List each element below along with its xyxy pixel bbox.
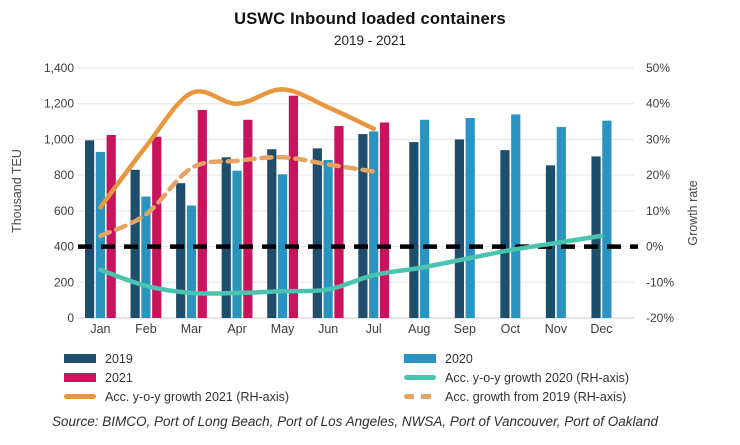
bar-2019-aug: [409, 142, 419, 318]
legend-item-growth-from-2019: Acc. growth from 2019 (RH-axis): [404, 387, 629, 406]
legend-label-growth-2021: Acc. y-o-y growth 2021 (RH-axis): [105, 389, 290, 404]
left-axis-tick-label: 400: [54, 240, 74, 254]
right-axis-tick-label: 50%: [646, 61, 670, 75]
legend-column-left: 2019 2021 Acc. y-o-y growth 2021 (RH-axi…: [64, 349, 289, 406]
x-axis-month-label: Feb: [135, 322, 157, 336]
bar-2021-jul: [379, 122, 390, 318]
x-axis-month-label: Mar: [181, 322, 203, 336]
bar-2020-dec: [602, 120, 612, 318]
legend-label-growth-2020: Acc. y-o-y growth 2020 (RH-axis): [445, 370, 630, 385]
x-axis-month-label: Jun: [318, 322, 338, 336]
line-acc-y-o-y-growth-2021-rh-axis: [98, 87, 376, 210]
legend-label-2020: 2020: [445, 351, 473, 366]
right-axis-tick-label: -10%: [646, 275, 674, 289]
left-axis-tick-label: 1,400: [44, 61, 74, 75]
right-axis-tick-label: 0%: [646, 240, 664, 254]
bar-2021-may: [288, 95, 298, 318]
bar-2019-jun: [312, 148, 322, 318]
left-axis-title: Thousand TEU: [10, 149, 24, 233]
right-axis-tick-label: 20%: [646, 168, 670, 182]
legend-swatch-growth-2020-line: [404, 375, 436, 380]
chart-title: USWC Inbound loaded containers: [234, 10, 506, 28]
legend-label-2019: 2019: [105, 351, 133, 366]
left-axis-tick-label: 200: [54, 275, 74, 289]
legend-swatch-growth-from-2019-dashed: [404, 394, 436, 399]
bar-2019-mar: [176, 183, 186, 318]
x-axis-month-label: Dec: [590, 322, 612, 336]
legend-item-growth-2021: Acc. y-o-y growth 2021 (RH-axis): [64, 387, 289, 406]
left-axis-tick-label: 1,000: [44, 132, 74, 146]
legend-label-growth-from-2019: Acc. growth from 2019 (RH-axis): [445, 389, 627, 404]
chart-subtitle: 2019 - 2021: [333, 33, 407, 48]
bar-2020-sep: [465, 118, 475, 318]
legend-item-2019: 2019: [64, 349, 289, 368]
left-axis-tick-label: 600: [54, 204, 74, 218]
legend-swatch-growth-2021-line: [64, 394, 96, 399]
right-axis-title: Growth rate: [686, 180, 700, 245]
bar-2019-may: [267, 149, 277, 318]
line-acc-growth-from-2019-rh-axis: [98, 154, 376, 239]
bar-2020-may: [278, 174, 288, 318]
bar-2020-apr: [232, 170, 242, 318]
x-axis-month-label: Aug: [408, 322, 430, 336]
x-axis-month-label: Apr: [227, 322, 246, 336]
left-axis-tick-label: 1,200: [44, 97, 74, 111]
bar-2020-jun: [323, 159, 333, 318]
bar-2020-aug: [420, 119, 430, 319]
bar-2021-feb: [152, 136, 162, 318]
line-acc-y-o-y-growth-2020-rh-axis: [98, 233, 604, 296]
x-axis-month-label: May: [271, 322, 295, 336]
left-axis-tick-label: 0: [67, 311, 74, 325]
right-axis-tick-label: 30%: [646, 132, 670, 146]
bar-2019-sep: [454, 139, 464, 318]
legend-item-growth-2020: Acc. y-o-y growth 2020 (RH-axis): [404, 368, 629, 387]
chart-canvas: 1,400 1,200 1,000 800 600 400 200 0 50% 40% 30% 20%…: [10, 61, 700, 336]
bar-2020-mar: [186, 205, 197, 318]
bar-2021-jan: [106, 134, 116, 318]
legend-item-2021: 2021: [64, 368, 289, 387]
bar-2020-nov: [556, 126, 566, 318]
right-axis-tick-label: 10%: [646, 204, 670, 218]
bar-2019-apr: [221, 157, 231, 318]
x-axis-month-label: Jan: [90, 322, 110, 336]
bar-2019-jul: [358, 134, 368, 318]
bar-2019-jan: [85, 140, 95, 318]
x-axis-month-label: Nov: [545, 322, 568, 336]
bar-2021-mar: [197, 109, 207, 318]
source-note: Source: BIMCO, Port of Long Beach, Port …: [52, 414, 659, 429]
bar-2019-feb: [130, 169, 140, 318]
legend-swatch-2021-bar: [64, 373, 96, 382]
legend-label-2021: 2021: [105, 370, 133, 385]
x-axis-month-label: Jul: [366, 322, 382, 336]
x-axis-month-label: Oct: [501, 322, 521, 336]
legend-swatch-2019-bar: [64, 354, 96, 363]
bar-2019-oct: [500, 150, 510, 318]
left-axis-tick-label: 800: [54, 168, 74, 182]
bar-2021-apr: [243, 119, 253, 319]
bar-2020-jul: [369, 131, 379, 318]
bar-2021-jun: [334, 126, 344, 319]
legend-swatch-2020-bar: [404, 354, 436, 363]
right-axis-tick-label: -20%: [646, 311, 674, 325]
bar-2020-feb: [141, 196, 151, 318]
legend-item-2020: 2020: [404, 349, 629, 368]
x-axis-month-label: Sep: [454, 322, 476, 336]
right-axis-tick-label: 40%: [646, 97, 670, 111]
legend-column-right: 2020 Acc. y-o-y growth 2020 (RH-axis) Ac…: [404, 349, 629, 406]
bar-2020-oct: [511, 114, 521, 318]
